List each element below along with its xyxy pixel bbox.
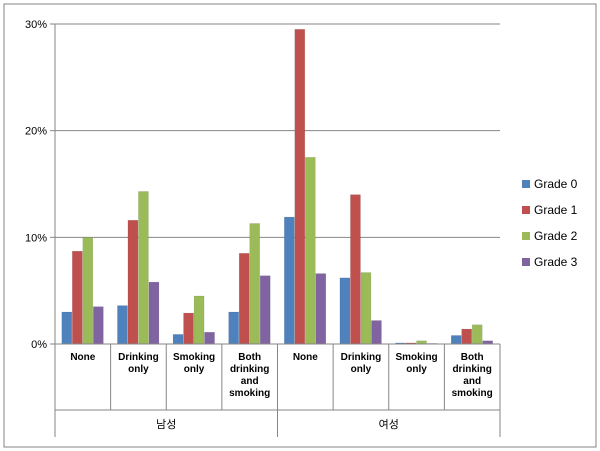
y-tick-label: 30% — [25, 19, 47, 31]
bar — [339, 277, 351, 345]
bar — [305, 157, 316, 345]
bar — [450, 335, 462, 345]
bar — [284, 216, 295, 345]
legend-label: Grade 0 — [534, 177, 578, 191]
bar — [360, 272, 372, 345]
legend-label: Grade 2 — [534, 229, 578, 243]
legend-swatch — [522, 180, 530, 188]
y-tick-label: 0% — [31, 339, 47, 351]
bar — [117, 305, 128, 345]
bar — [183, 312, 194, 345]
group-label: 여성 — [379, 418, 399, 431]
legend-swatch — [522, 206, 530, 214]
category-label: Both drinking and smoking — [452, 352, 493, 399]
y-tick-labels: 0% 10% 20% 30% — [25, 19, 47, 351]
bar — [471, 324, 483, 345]
bar — [82, 237, 94, 345]
bar — [93, 306, 104, 345]
bar — [461, 328, 472, 345]
bar — [61, 311, 73, 345]
bars — [61, 29, 493, 345]
legend-label: Grade 1 — [534, 203, 578, 217]
bar — [72, 250, 83, 345]
bar — [315, 273, 327, 345]
axes — [50, 23, 501, 437]
group-label: 남성 — [156, 418, 176, 431]
bar — [249, 223, 260, 345]
bar — [371, 320, 382, 345]
category-label: Drinking only — [118, 352, 159, 375]
category-label: None — [293, 352, 318, 363]
x-category-labels: None Drinking only Smoking only Both drinking a… — [70, 352, 492, 431]
category-label: Smoking only — [173, 352, 215, 375]
bar — [259, 275, 271, 345]
legend-label: Grade 3 — [534, 255, 578, 269]
category-label: Drinking only — [341, 352, 382, 375]
legend: Grade 0 Grade 1 Grade 2 Grade 3 — [522, 177, 578, 269]
bar — [193, 295, 205, 345]
bar — [148, 281, 160, 345]
category-label: None — [70, 352, 95, 363]
category-label: Both drinking and smoking — [229, 352, 270, 399]
bar — [138, 191, 149, 345]
category-label: Smoking only — [395, 352, 437, 375]
y-tick-label: 10% — [25, 232, 47, 244]
bar — [172, 334, 184, 345]
bar — [238, 253, 250, 345]
legend-swatch — [522, 258, 530, 266]
y-tick-label: 20% — [25, 126, 47, 138]
bar — [127, 220, 139, 345]
bar — [350, 194, 361, 345]
bar — [204, 332, 215, 345]
bar — [228, 311, 239, 345]
bar — [294, 29, 306, 345]
legend-swatch — [522, 232, 530, 240]
